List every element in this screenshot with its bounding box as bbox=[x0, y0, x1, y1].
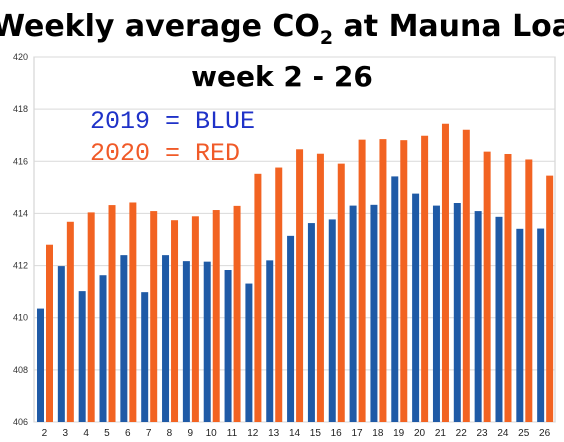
y-tick-label: 414 bbox=[13, 208, 28, 218]
bar-2020-week-7 bbox=[150, 211, 158, 422]
y-tick-label: 408 bbox=[13, 365, 28, 375]
bar-2019-week-22 bbox=[453, 203, 461, 422]
svg-text:Weekly average CO2 at Mauna Lo: Weekly average CO2 at Mauna Loa bbox=[0, 9, 564, 49]
bar-2020-week-13 bbox=[275, 167, 283, 422]
x-tick-label: 21 bbox=[435, 428, 447, 439]
x-tick-label: 2 bbox=[42, 428, 48, 439]
bar-2019-week-11 bbox=[224, 270, 232, 422]
bar-2020-week-5 bbox=[108, 205, 116, 422]
x-tick-label: 17 bbox=[351, 428, 363, 439]
bar-2020-week-24 bbox=[504, 153, 512, 422]
bar-2020-week-17 bbox=[358, 139, 366, 422]
legend-entry: 2020 = RED bbox=[90, 139, 240, 168]
legend: 2019 = BLUE 2020 = RED bbox=[90, 107, 255, 168]
x-tick-label: 22 bbox=[456, 428, 468, 439]
bar-2019-week-16 bbox=[328, 219, 336, 422]
x-tick-label: 19 bbox=[393, 428, 405, 439]
y-tick-label: 412 bbox=[13, 261, 28, 271]
bars bbox=[37, 123, 554, 423]
x-tick-label: 24 bbox=[497, 428, 509, 439]
x-tick-label: 14 bbox=[289, 428, 301, 439]
x-tick-label: 8 bbox=[167, 428, 173, 439]
bar-2019-week-15 bbox=[307, 223, 315, 422]
bar-2020-week-22 bbox=[462, 129, 470, 422]
bar-2020-week-11 bbox=[233, 205, 241, 422]
y-axis-ticks: 406 408 410 412 414 416 418 420 bbox=[13, 52, 28, 427]
bar-2019-week-2 bbox=[37, 308, 44, 422]
bar-2019-week-24 bbox=[495, 216, 503, 422]
x-tick-label: 10 bbox=[206, 428, 218, 439]
bar-2019-week-13 bbox=[266, 260, 274, 422]
x-tick-label: 20 bbox=[414, 428, 426, 439]
x-tick-label: 4 bbox=[83, 428, 89, 439]
x-tick-label: 9 bbox=[188, 428, 194, 439]
x-tick-label: 7 bbox=[146, 428, 152, 439]
bar-2020-week-6 bbox=[129, 202, 137, 422]
bar-2020-week-19 bbox=[400, 140, 408, 423]
chart-title: Weekly average CO2 at Mauna Loa bbox=[0, 9, 564, 49]
title-rest: at Mauna Loa bbox=[333, 9, 564, 44]
bar-2020-week-16 bbox=[337, 163, 345, 422]
bar-2020-week-26 bbox=[546, 175, 554, 422]
bar-2019-week-19 bbox=[391, 176, 399, 422]
bar-2019-week-4 bbox=[78, 291, 86, 422]
title-subscript: 2 bbox=[320, 27, 333, 49]
bar-2020-week-20 bbox=[421, 135, 429, 422]
bar-2020-week-25 bbox=[525, 159, 533, 423]
bar-2020-week-14 bbox=[296, 149, 304, 423]
y-tick-label: 410 bbox=[13, 313, 28, 323]
x-tick-label: 18 bbox=[372, 428, 384, 439]
bar-2020-week-4 bbox=[87, 212, 95, 422]
bar-2019-week-21 bbox=[432, 205, 440, 422]
y-tick-label: 406 bbox=[13, 417, 28, 427]
bar-2019-week-17 bbox=[349, 205, 357, 422]
bar-2019-week-9 bbox=[182, 261, 190, 422]
legend-entry: 2019 = BLUE bbox=[90, 107, 255, 136]
bar-2019-week-26 bbox=[537, 228, 545, 422]
y-tick-label: 416 bbox=[13, 156, 28, 166]
bar-2019-week-12 bbox=[245, 283, 253, 422]
bar-2019-week-25 bbox=[516, 228, 524, 422]
bar-2020-week-18 bbox=[379, 139, 387, 422]
bar-2020-week-2 bbox=[46, 244, 53, 422]
bar-2020-week-8 bbox=[171, 220, 179, 422]
x-tick-label: 25 bbox=[518, 428, 530, 439]
x-tick-label: 26 bbox=[539, 428, 551, 439]
bar-2020-week-12 bbox=[254, 173, 262, 422]
y-tick-label: 420 bbox=[13, 52, 28, 62]
x-tick-label: 16 bbox=[331, 428, 343, 439]
bar-2019-week-20 bbox=[412, 193, 420, 422]
bar-2019-week-23 bbox=[474, 211, 482, 422]
bar-2020-week-9 bbox=[191, 216, 199, 422]
bar-2020-week-3 bbox=[66, 221, 74, 422]
x-tick-label: 23 bbox=[476, 428, 488, 439]
x-axis-ticks: 2 3 4 5 6 7 8 9 10 11 12 13 14 15 16 17 18 19 20 21 22 23 24 25… bbox=[42, 428, 551, 439]
bar-2020-week-15 bbox=[316, 153, 324, 422]
bar-2019-week-7 bbox=[141, 292, 149, 422]
bar-2020-week-10 bbox=[212, 210, 220, 422]
x-tick-label: 15 bbox=[310, 428, 322, 439]
y-tick-label: 418 bbox=[13, 104, 28, 114]
title-main: Weekly average CO bbox=[0, 9, 320, 44]
bar-2019-week-8 bbox=[162, 255, 170, 422]
bar-2019-week-3 bbox=[57, 266, 65, 422]
bar-2020-week-21 bbox=[441, 123, 449, 422]
bar-2020-week-23 bbox=[483, 151, 491, 422]
x-tick-label: 6 bbox=[125, 428, 131, 439]
bar-2019-week-10 bbox=[203, 261, 211, 422]
x-tick-label: 5 bbox=[104, 428, 110, 439]
x-tick-label: 3 bbox=[62, 428, 68, 439]
chart-subtitle: week 2 - 26 bbox=[191, 60, 373, 93]
bar-2019-week-18 bbox=[370, 204, 378, 422]
bar-2019-week-14 bbox=[287, 235, 295, 422]
bar-2019-week-5 bbox=[99, 275, 107, 422]
x-tick-label: 13 bbox=[268, 428, 280, 439]
bar-2019-week-6 bbox=[120, 255, 128, 422]
x-tick-label: 12 bbox=[247, 428, 259, 439]
x-tick-label: 11 bbox=[227, 428, 238, 439]
